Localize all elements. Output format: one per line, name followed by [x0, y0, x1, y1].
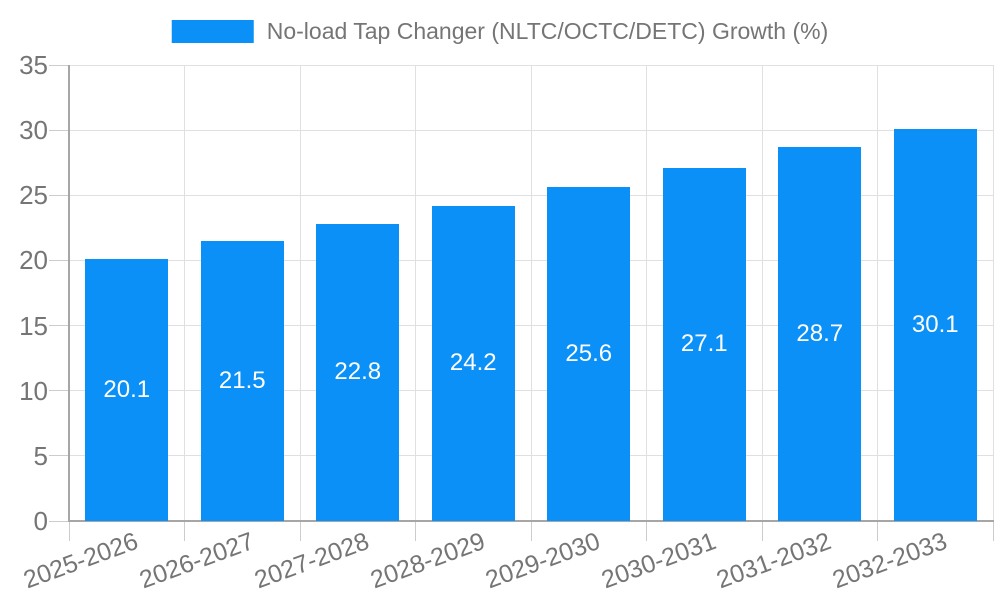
- v-gridline: [184, 65, 185, 521]
- bar[interactable]: [316, 223, 400, 521]
- bar-value-label: 24.2: [449, 349, 497, 377]
- x-axis-tick: [877, 521, 878, 541]
- bar-value-label: 27.1: [680, 330, 728, 358]
- v-gridline: [992, 65, 994, 521]
- x-axis-tick: [992, 521, 994, 541]
- x-axis-tick: [299, 521, 301, 541]
- y-axis-line: [68, 65, 70, 521]
- legend-swatch-icon: [171, 20, 254, 43]
- x-axis-tick: [761, 521, 763, 541]
- y-tick-label: 25: [19, 180, 48, 211]
- v-gridline: [877, 65, 878, 521]
- bar[interactable]: [200, 240, 284, 521]
- x-tick-label: 2030-2031: [597, 527, 720, 595]
- x-tick-label: 2025-2026: [20, 527, 142, 595]
- x-tick-label: 2032-2033: [828, 527, 951, 595]
- y-axis-tick: [49, 129, 69, 131]
- x-tick-label: 2026-2027: [135, 527, 258, 595]
- bar-value-label: 25.6: [565, 340, 613, 368]
- x-axis-line: [68, 520, 994, 522]
- y-tick-label: 30: [19, 115, 48, 146]
- v-gridline: [415, 65, 416, 521]
- y-tick-label: 10: [19, 375, 48, 406]
- bar[interactable]: [893, 128, 977, 521]
- legend-item[interactable]: No-load Tap Changer (NLTC/OCTC/DETC) Gro…: [171, 18, 829, 45]
- y-tick-label: 5: [33, 440, 48, 471]
- y-tick-label: 0: [33, 506, 48, 536]
- y-tick-label: 20: [19, 245, 48, 276]
- bar-value-label: 22.8: [334, 358, 382, 386]
- legend-label: No-load Tap Changer (NLTC/OCTC/DETC) Gro…: [266, 18, 829, 44]
- x-tick-label: 2028-2029: [366, 527, 489, 595]
- bar-value-label: 28.7: [796, 320, 844, 348]
- v-gridline: [761, 65, 763, 521]
- y-axis-tick: [49, 390, 69, 392]
- x-tick-label: 2027-2028: [251, 527, 373, 595]
- y-axis-tick: [49, 520, 69, 522]
- y-axis-tick: [49, 325, 69, 327]
- y-axis-tick: [49, 194, 69, 196]
- x-axis-tick: [415, 521, 416, 541]
- v-gridline: [299, 65, 301, 521]
- x-axis-tick: [184, 521, 185, 541]
- bar[interactable]: [431, 205, 515, 521]
- x-tick-label: 2029-2030: [482, 527, 604, 595]
- bar-value-label: 30.1: [911, 310, 959, 338]
- bar[interactable]: [85, 259, 169, 521]
- x-axis-tick: [530, 521, 532, 541]
- v-gridline: [646, 65, 647, 521]
- y-axis-tick: [49, 259, 69, 261]
- x-axis-tick: [68, 521, 70, 541]
- y-tick-label: 35: [19, 50, 48, 80]
- bar[interactable]: [547, 187, 631, 521]
- x-tick-label: 2031-2032: [713, 527, 835, 595]
- v-gridline: [530, 65, 532, 521]
- y-axis-tick: [49, 64, 69, 66]
- bar-value-label: 20.1: [103, 376, 151, 404]
- y-axis-tick: [49, 455, 69, 457]
- bar[interactable]: [778, 147, 862, 521]
- y-tick-label: 15: [19, 310, 48, 341]
- bar[interactable]: [662, 167, 746, 521]
- bar-value-label: 21.5: [218, 366, 266, 394]
- x-axis-tick: [646, 521, 647, 541]
